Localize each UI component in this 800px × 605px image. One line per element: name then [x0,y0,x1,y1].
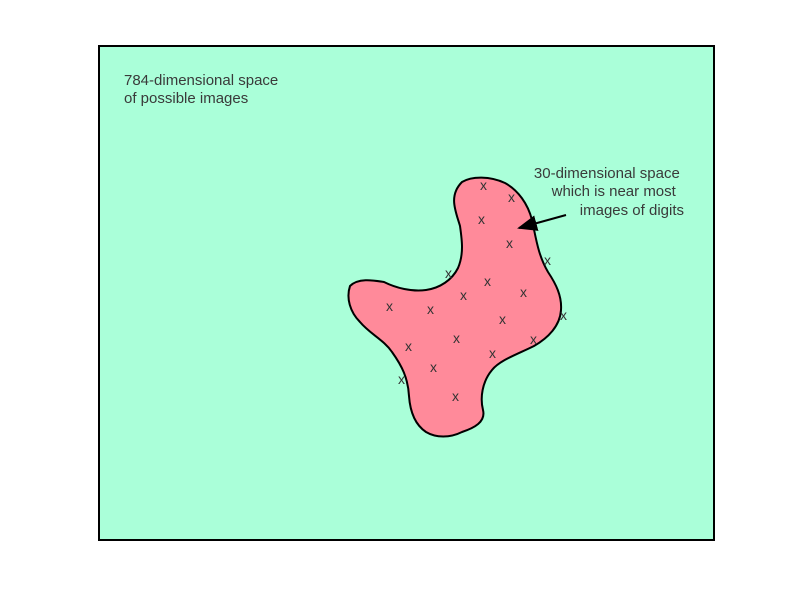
digit-sample-marker: x [452,388,459,404]
digit-manifold-region [347,176,563,438]
digit-sample-marker: x [508,189,515,205]
digit-sample-marker: x [489,345,496,361]
digit-sample-marker: x [560,307,567,323]
image-space-label-line-2: of possible images [124,90,248,107]
digit-sample-marker: x [427,301,434,317]
digit-sample-marker: x [484,273,491,289]
digit-sample-marker: x [478,211,485,227]
digit-sample-marker: x [499,311,506,327]
digit-sample-marker: x [453,330,460,346]
digit-sample-marker: x [480,177,487,193]
image-space-label-line-1: 784-dimensional space [124,72,278,89]
digit-manifold-label: 30-dimensional space which is near most … [534,165,684,219]
pointer-arrow [517,214,567,231]
digit-sample-markers: x x x x x x x x x x x x x x x x x x x x [386,177,567,404]
digit-sample-marker: x [506,235,513,251]
digit-sample-marker: x [398,371,405,387]
digit-sample-marker: x [386,298,393,314]
digit-sample-marker: x [544,252,551,268]
digit-sample-marker: x [520,284,527,300]
digit-manifold-label-line-1: 30-dimensional space [534,165,680,182]
digit-sample-marker: x [405,338,412,354]
image-space-label: 784-dimensional space of possible images [124,72,282,107]
digit-sample-marker: x [460,287,467,303]
digit-manifold-label-line-2: which is near most [551,183,677,200]
digit-sample-marker: x [430,359,437,375]
digit-sample-marker: x [530,331,537,347]
digit-manifold-label-line-3: images of digits [580,202,684,219]
digit-sample-marker: x [445,265,452,281]
